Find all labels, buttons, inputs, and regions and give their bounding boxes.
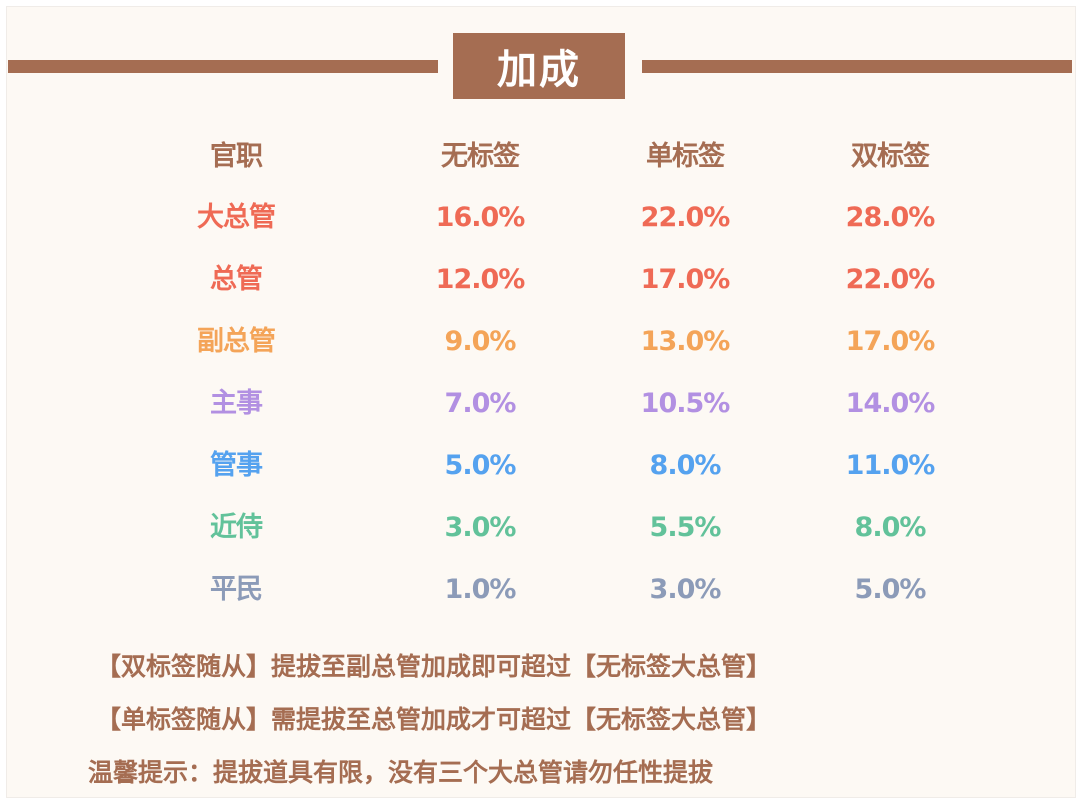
note-double-tag: 【双标签随从】提拔至副总管加成即可超过【无标签大总管】 [96, 652, 772, 681]
bonus-single-tag: 5.5% [649, 512, 722, 543]
rank-name: 平民 [210, 574, 263, 605]
bonus-card [6, 6, 1076, 798]
rank-name: 管事 [210, 450, 263, 481]
rank-name: 主事 [210, 388, 263, 419]
bonus-single-tag: 13.0% [640, 326, 731, 357]
bonus-double-tag: 28.0% [845, 202, 936, 233]
bonus-single-tag: 3.0% [649, 574, 722, 605]
note-tip: 温馨提示：提拔道具有限，没有三个大总管请勿任性提拔 [88, 758, 714, 787]
header-single-tag: 单标签 [646, 141, 725, 172]
title-divider-right [642, 60, 1072, 73]
note-single-tag: 【单标签随从】需提拔至总管加成才可超过【无标签大总管】 [96, 705, 772, 734]
table-row: 平民 1.0% 3.0% 5.0% [0, 570, 1080, 610]
rank-name: 副总管 [197, 326, 276, 357]
table-header-row: 官职 无标签 单标签 双标签 [0, 137, 1080, 177]
bonus-double-tag: 11.0% [845, 450, 936, 481]
rank-name: 总管 [210, 264, 263, 295]
bonus-double-tag: 17.0% [845, 326, 936, 357]
bonus-no-tag: 7.0% [444, 388, 517, 419]
table-row: 管事 5.0% 8.0% 11.0% [0, 446, 1080, 486]
header-double-tag: 双标签 [851, 141, 930, 172]
rank-name: 近侍 [210, 512, 263, 543]
bonus-no-tag: 9.0% [444, 326, 517, 357]
title-divider-left [8, 60, 438, 73]
table-row: 主事 7.0% 10.5% 14.0% [0, 384, 1080, 424]
table-row: 近侍 3.0% 5.5% 8.0% [0, 508, 1080, 548]
header-rank: 官职 [210, 141, 263, 172]
bonus-single-tag: 10.5% [640, 388, 731, 419]
section-title: 加成 [453, 33, 625, 99]
bonus-double-tag: 8.0% [854, 512, 927, 543]
bonus-double-tag: 14.0% [845, 388, 936, 419]
table-row: 大总管 16.0% 22.0% 28.0% [0, 198, 1080, 238]
bonus-single-tag: 22.0% [640, 202, 731, 233]
header-no-tag: 无标签 [441, 141, 520, 172]
bonus-no-tag: 16.0% [435, 202, 526, 233]
bonus-double-tag: 5.0% [854, 574, 927, 605]
table-row: 副总管 9.0% 13.0% 17.0% [0, 322, 1080, 362]
rank-name: 大总管 [197, 202, 276, 233]
table-row: 总管 12.0% 17.0% 22.0% [0, 260, 1080, 300]
bonus-double-tag: 22.0% [845, 264, 936, 295]
bonus-no-tag: 5.0% [444, 450, 517, 481]
bonus-single-tag: 17.0% [640, 264, 731, 295]
bonus-no-tag: 1.0% [444, 574, 517, 605]
bonus-no-tag: 12.0% [435, 264, 526, 295]
bonus-single-tag: 8.0% [649, 450, 722, 481]
bonus-no-tag: 3.0% [444, 512, 517, 543]
